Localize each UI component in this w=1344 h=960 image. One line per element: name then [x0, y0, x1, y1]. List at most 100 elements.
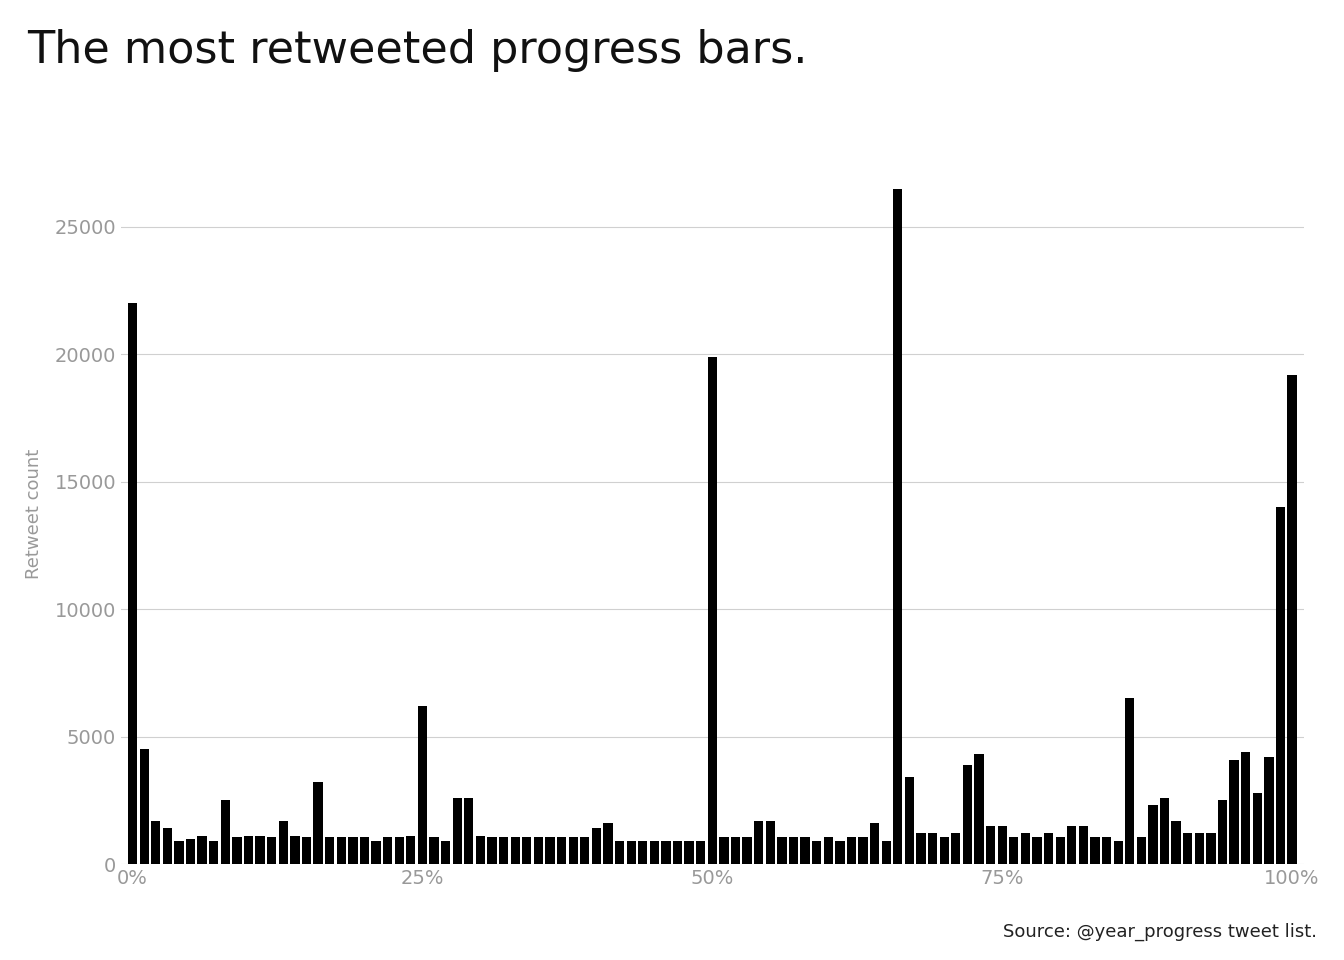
Bar [1241, 752, 1250, 864]
Bar [453, 798, 462, 864]
Bar [441, 841, 450, 864]
Bar [429, 837, 438, 864]
Bar [927, 833, 937, 864]
Bar [1218, 801, 1227, 864]
Bar [824, 837, 833, 864]
Bar [534, 837, 543, 864]
Bar [267, 837, 277, 864]
Bar [302, 837, 310, 864]
Bar [894, 189, 902, 864]
Bar [986, 826, 996, 864]
Bar [962, 764, 972, 864]
Bar [1032, 837, 1042, 864]
Bar [348, 837, 358, 864]
Bar [290, 836, 300, 864]
Bar [569, 837, 578, 864]
Bar [488, 837, 497, 864]
Bar [684, 841, 694, 864]
Bar [546, 837, 555, 864]
Bar [939, 837, 949, 864]
Bar [1079, 826, 1089, 864]
Bar [789, 837, 798, 864]
Bar [371, 841, 380, 864]
Bar [603, 824, 613, 864]
Bar [360, 837, 370, 864]
Bar [1288, 374, 1297, 864]
Bar [233, 837, 242, 864]
Bar [649, 841, 659, 864]
Y-axis label: Retweet count: Retweet count [26, 448, 43, 579]
Bar [616, 841, 624, 864]
Bar [1067, 826, 1077, 864]
Bar [1090, 837, 1099, 864]
Bar [198, 836, 207, 864]
Bar [754, 821, 763, 864]
Bar [464, 798, 473, 864]
Bar [128, 303, 137, 864]
Bar [812, 841, 821, 864]
Bar [626, 841, 636, 864]
Bar [278, 821, 288, 864]
Bar [140, 750, 149, 864]
Bar [801, 837, 809, 864]
Bar [383, 837, 392, 864]
Bar [556, 837, 566, 864]
Bar [1195, 833, 1204, 864]
Bar [210, 841, 218, 864]
Bar [696, 841, 706, 864]
Bar [1183, 833, 1192, 864]
Text: The most retweeted progress bars.: The most retweeted progress bars. [27, 29, 808, 72]
Bar [1275, 507, 1285, 864]
Bar [1009, 837, 1019, 864]
Bar [151, 821, 160, 864]
Bar [163, 828, 172, 864]
Bar [499, 837, 508, 864]
Bar [1137, 837, 1146, 864]
Bar [1148, 805, 1157, 864]
Bar [731, 837, 741, 864]
Bar [220, 801, 230, 864]
Bar [708, 357, 716, 864]
Bar [673, 841, 683, 864]
Bar [1102, 837, 1111, 864]
Bar [511, 837, 520, 864]
Bar [742, 837, 751, 864]
Bar [395, 837, 405, 864]
Bar [997, 826, 1007, 864]
Bar [1265, 757, 1274, 864]
Bar [1172, 821, 1181, 864]
Bar [1207, 833, 1215, 864]
Bar [1125, 698, 1134, 864]
Bar [1044, 833, 1054, 864]
Bar [777, 837, 786, 864]
Bar [325, 837, 335, 864]
Bar [1230, 759, 1239, 864]
Bar [1253, 793, 1262, 864]
Bar [406, 836, 415, 864]
Bar [313, 782, 323, 864]
Bar [185, 838, 195, 864]
Bar [523, 837, 531, 864]
Bar [905, 778, 914, 864]
Bar [1160, 798, 1169, 864]
Bar [859, 837, 868, 864]
Bar [847, 837, 856, 864]
Bar [476, 836, 485, 864]
Bar [418, 706, 427, 864]
Bar [719, 837, 728, 864]
Bar [336, 837, 345, 864]
Bar [974, 755, 984, 864]
Bar [255, 836, 265, 864]
Bar [870, 824, 879, 864]
Bar [638, 841, 648, 864]
Bar [952, 833, 961, 864]
Bar [1020, 833, 1030, 864]
Bar [766, 821, 775, 864]
Bar [835, 841, 844, 864]
Bar [1055, 837, 1064, 864]
Text: Source: @year_progress tweet list.: Source: @year_progress tweet list. [1003, 923, 1317, 941]
Bar [661, 841, 671, 864]
Bar [581, 837, 590, 864]
Bar [882, 841, 891, 864]
Bar [917, 833, 926, 864]
